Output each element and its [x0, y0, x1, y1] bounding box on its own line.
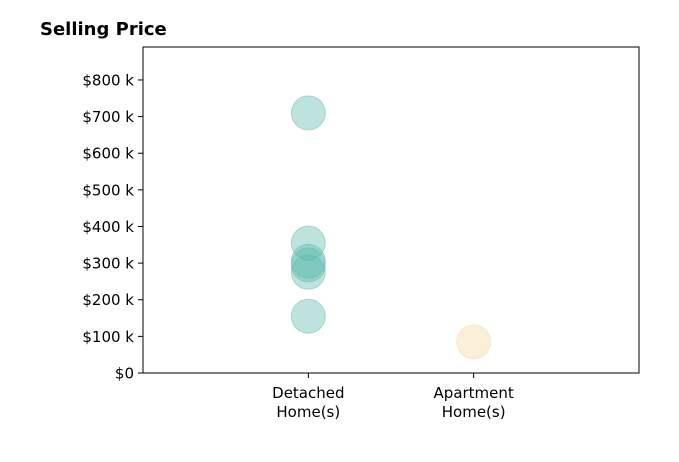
x-tick-label: Detached Home(s) [272, 384, 344, 421]
x-tick-label: Apartment Home(s) [434, 384, 514, 421]
y-tick-label: $0 [115, 365, 134, 383]
y-tick-label: $100 k [82, 328, 134, 346]
x-axis: Detached Home(s) Apartment Home(s) [272, 373, 514, 421]
data-point [290, 247, 326, 283]
plot-area [142, 46, 640, 374]
chart-title: Selling Price [40, 19, 167, 40]
y-tick-label: $800 k [82, 71, 134, 89]
data-point [290, 254, 326, 290]
data-point [290, 95, 326, 131]
y-tick-label: $400 k [82, 218, 134, 236]
data-point [290, 298, 326, 334]
y-tick-label: $300 k [82, 255, 134, 273]
data-points [290, 95, 492, 360]
y-tick-label: $600 k [82, 145, 134, 163]
y-tick-label: $200 k [82, 291, 134, 309]
y-tick-label: $700 k [82, 108, 134, 126]
data-point [290, 243, 326, 279]
data-point [290, 225, 326, 261]
y-tick-label: $500 k [82, 181, 134, 199]
data-point [456, 324, 492, 360]
y-axis: $0 $100 k $200 k $300 k $400 k $500 k $600 k $7… [82, 71, 143, 383]
